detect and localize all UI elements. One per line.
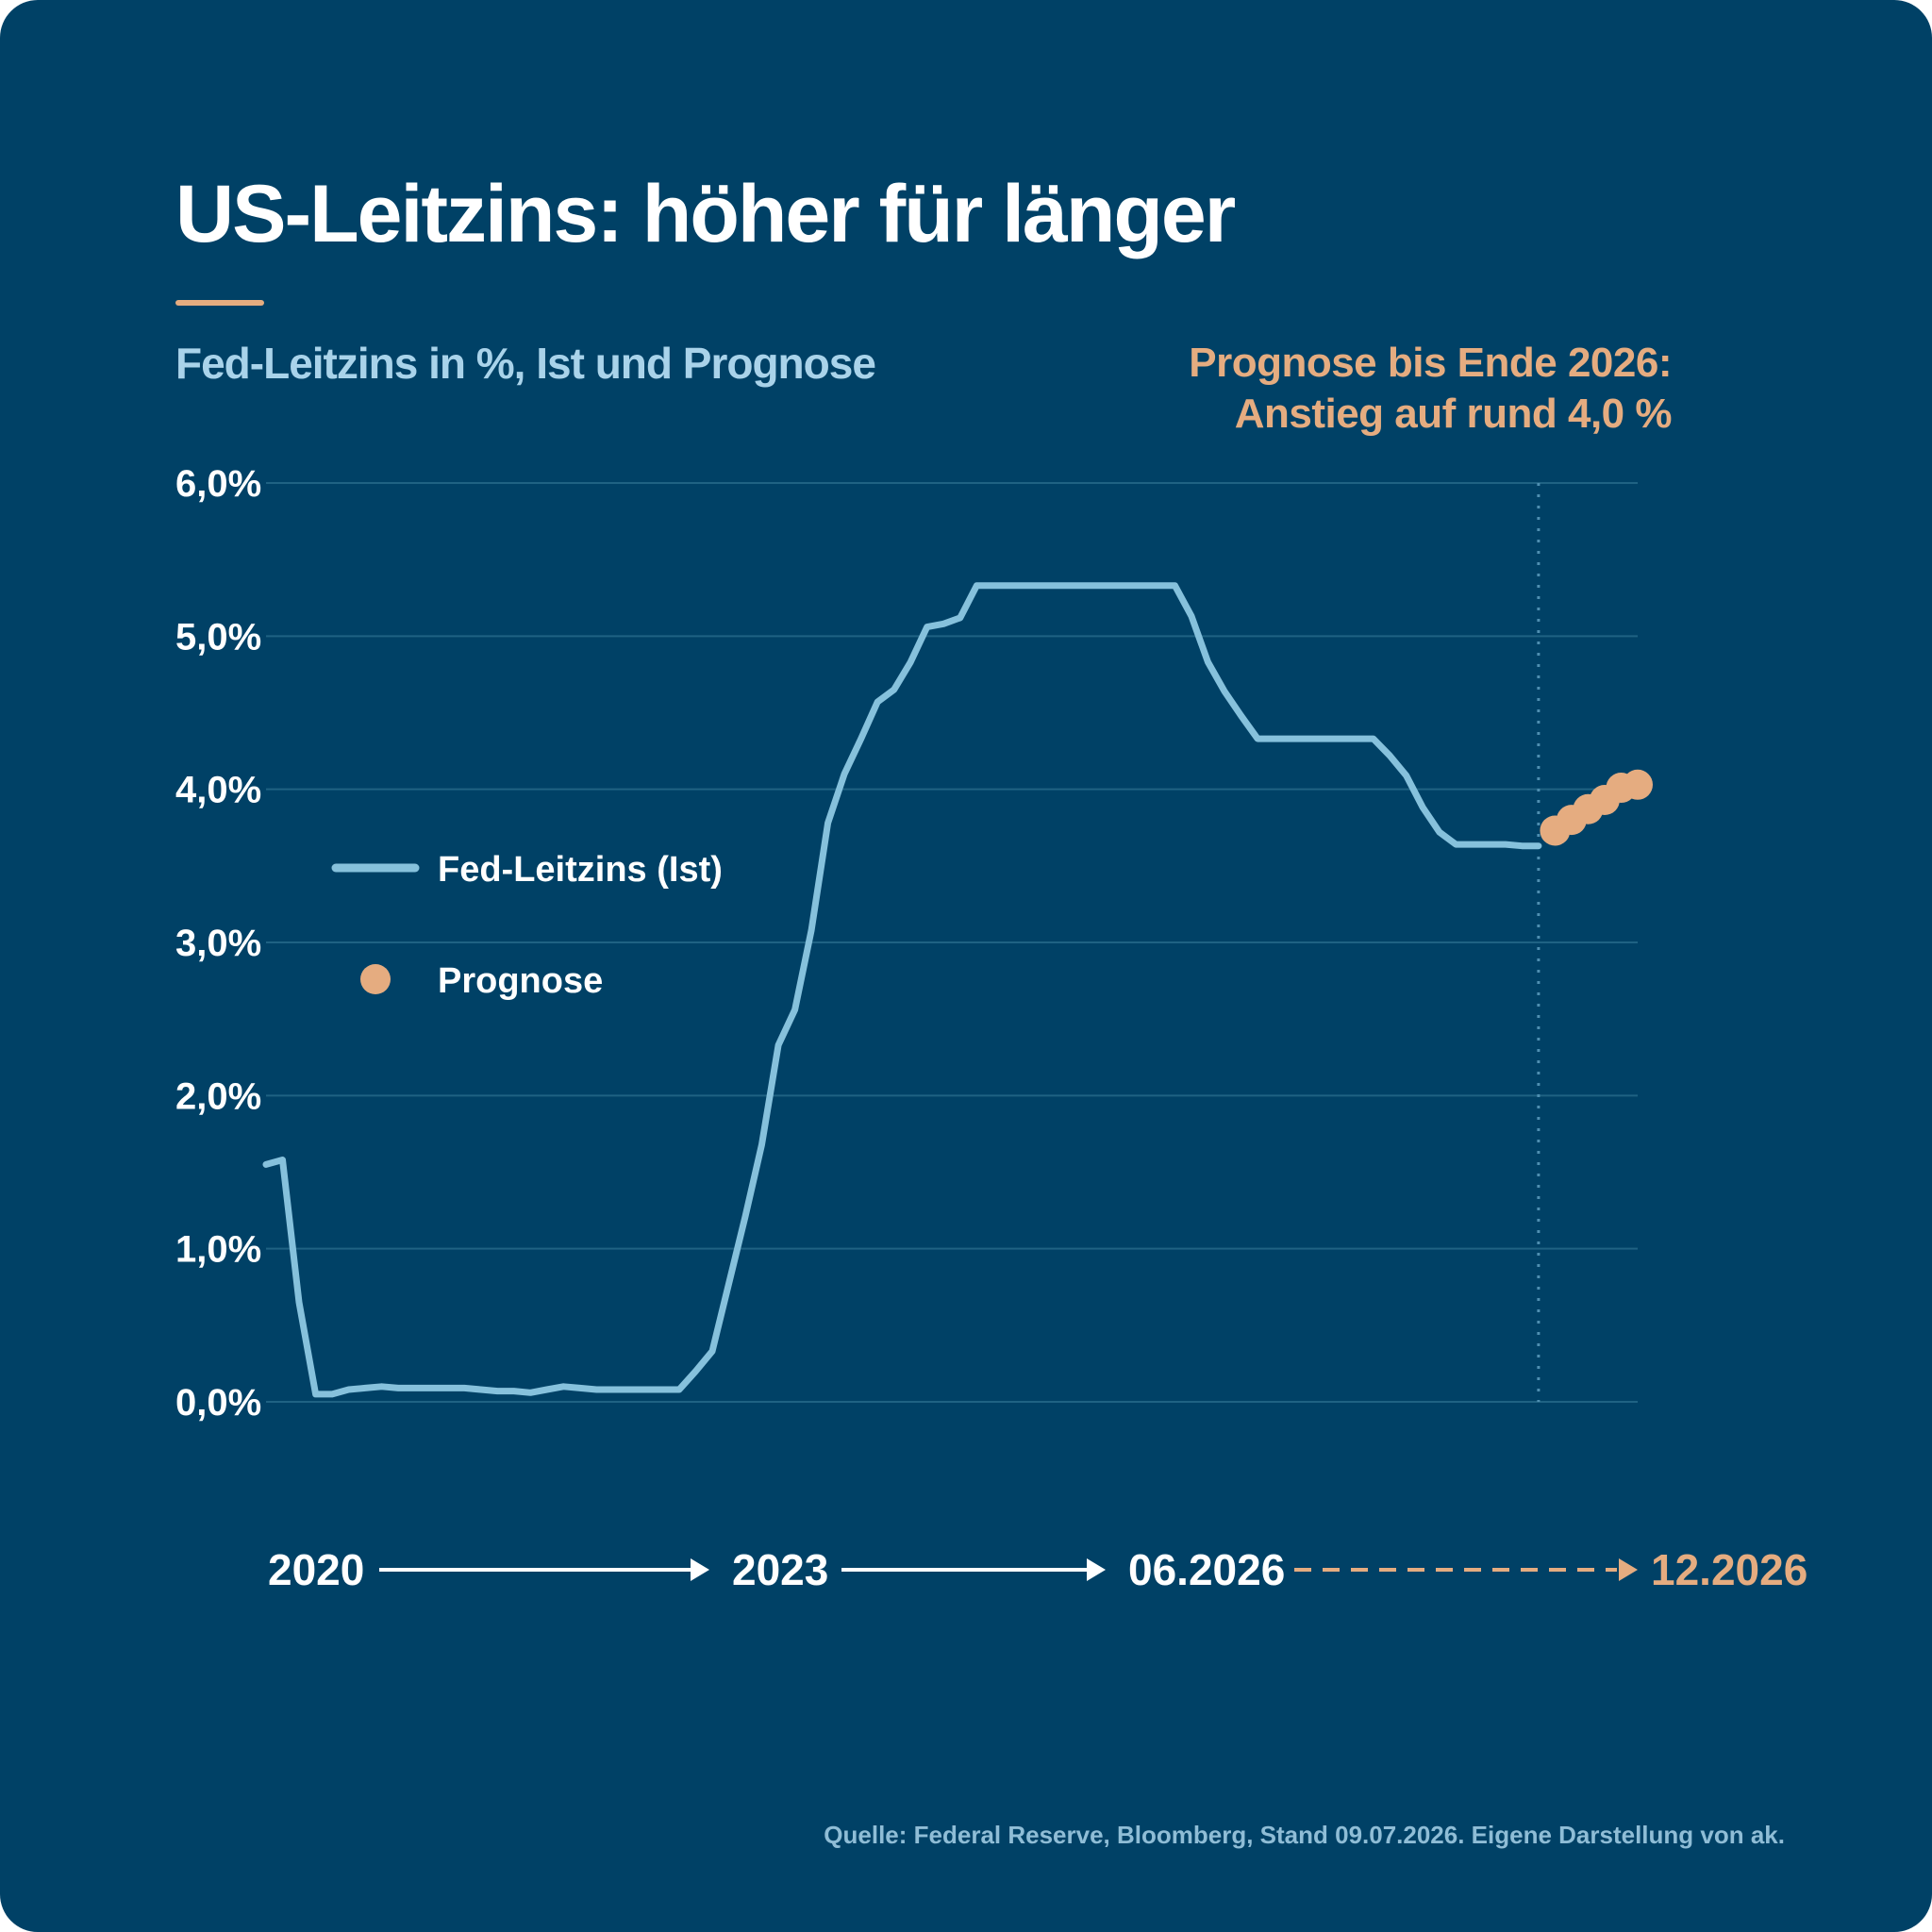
timeline-label-2020: 2020: [268, 1545, 364, 1594]
forecast-callout-line-2: Anstieg auf rund 4,0 %: [1234, 391, 1673, 437]
title-underline: [175, 300, 264, 306]
timeline-label-2023: 2023: [732, 1545, 828, 1594]
forecast-point: [1623, 769, 1653, 800]
legend-dot-swatch: [360, 964, 391, 994]
forecast-callout-line-1: Prognose bis Ende 2026:: [1189, 340, 1672, 386]
forecast-callout: Prognose bis Ende 2026: Anstieg auf rund…: [1011, 338, 1672, 440]
y-tick-label: 6,0%: [175, 463, 261, 505]
chart-title: US-Leitzins: höher für länger: [175, 169, 1236, 259]
timeline: 2020 2023 06.2026 12.2026: [268, 1545, 1807, 1594]
chart-subtitle: Fed-Leitzins in %, Ist und Prognose: [175, 339, 876, 388]
timeline-arrowhead-3: [1619, 1558, 1638, 1581]
source-note: Quelle: Federal Reserve, Bloomberg, Stan…: [824, 1821, 1785, 1849]
y-tick-label: 1,0%: [175, 1229, 261, 1271]
series-line-fed-leitzins-ist: [262, 582, 1542, 1398]
timeline-arrowhead-1: [691, 1558, 709, 1581]
gridlines: [266, 482, 1638, 1403]
y-tick-label: 5,0%: [175, 616, 261, 658]
y-tick-label: 2,0%: [175, 1075, 261, 1117]
y-axis-ticks: 0,0% 1,0% 2,0% 3,0% 4,0% 5,0% 6,0%: [175, 463, 261, 1424]
timeline-label-06-2026: 06.2026: [1128, 1545, 1285, 1594]
y-tick-label: 0,0%: [175, 1382, 261, 1424]
y-tick-label: 3,0%: [175, 923, 261, 964]
legend: Fed-Leitzins (Ist) Prognose: [331, 850, 723, 1001]
y-tick-label: 4,0%: [175, 770, 261, 811]
legend-label-prognose: Prognose: [438, 961, 603, 1001]
timeline-label-12-2026: 12.2026: [1651, 1545, 1807, 1594]
legend-label-ist: Fed-Leitzins (Ist): [438, 850, 723, 890]
series-forecast-dots: [1540, 769, 1653, 846]
timeline-arrowhead-2: [1087, 1558, 1106, 1581]
